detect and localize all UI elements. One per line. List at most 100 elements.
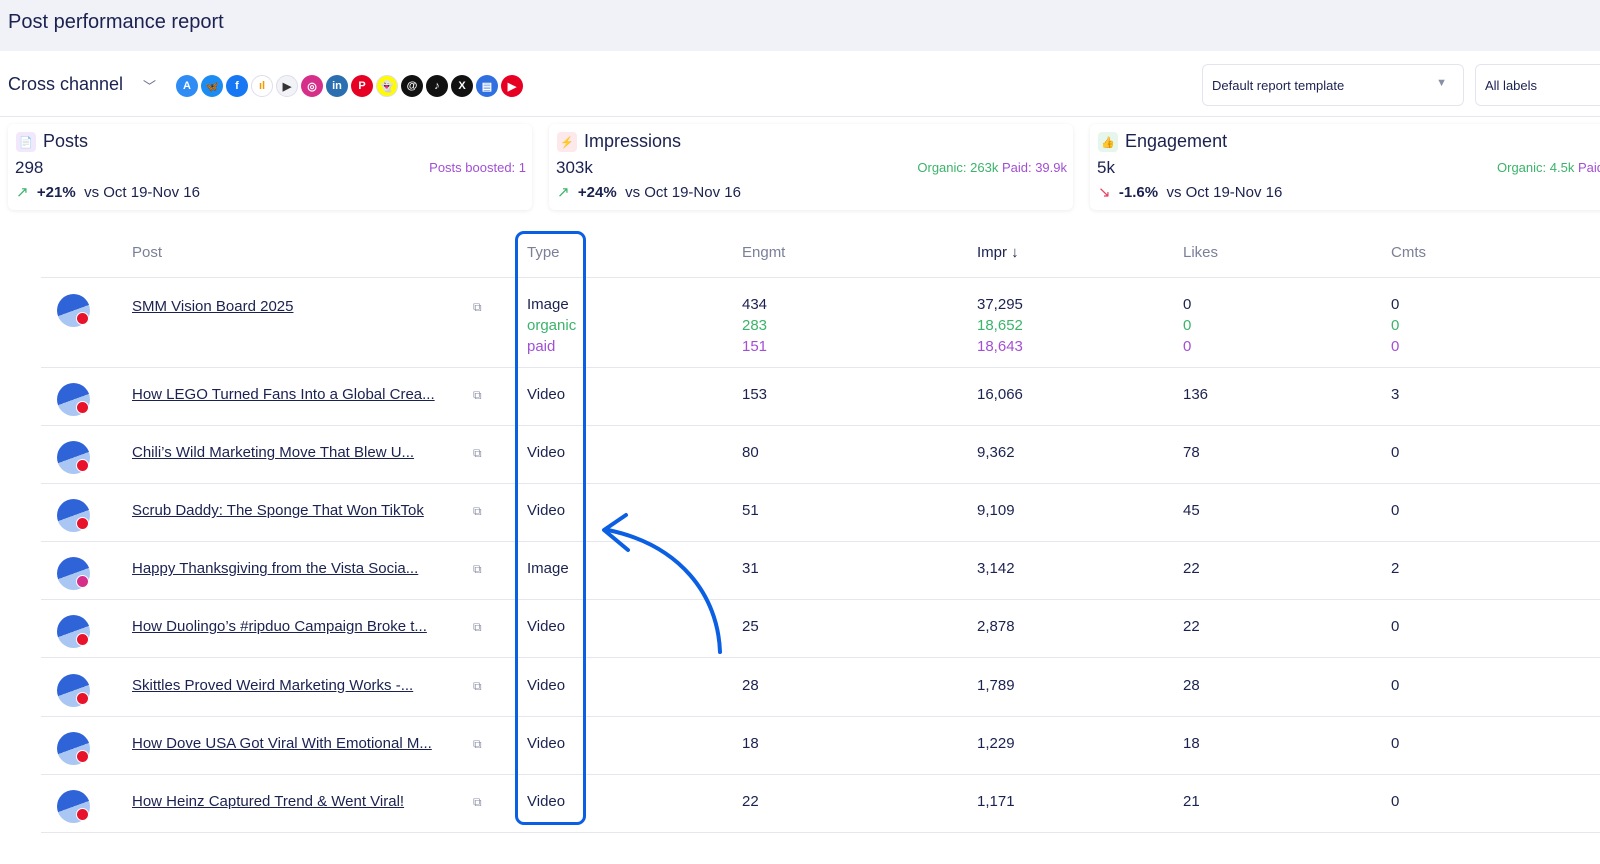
metric-card-posts: 📄 Posts 298 Posts boosted: 1 ↗ +21% vs O… xyxy=(8,124,532,210)
external-link-icon[interactable]: ⧉ xyxy=(473,504,482,519)
x-icon[interactable]: X xyxy=(451,75,473,97)
youtube-icon[interactable]: ▶ xyxy=(501,75,523,97)
cell-cmts: 0 xyxy=(1391,792,1400,810)
facebook-icon[interactable]: f xyxy=(226,75,248,97)
card-icon: ⚡ xyxy=(557,132,577,152)
table-row[interactable]: How Heinz Captured Trend & Went Viral! ⧉… xyxy=(0,774,1600,833)
card-title: Impressions xyxy=(584,131,682,151)
cell-engmt: 25 xyxy=(742,618,759,636)
snapchat-icon[interactable]: 👻 xyxy=(376,75,398,97)
cell-cmts: 3 xyxy=(1391,386,1400,403)
divider xyxy=(41,773,1600,775)
table-row[interactable]: How Duolingo’s #ripduo Campaign Broke t.… xyxy=(0,599,1600,659)
cell-likes: 0 xyxy=(1183,296,1192,313)
card-icon: 👍 xyxy=(1098,132,1118,152)
cell-impr-paid: 18,643 xyxy=(977,338,1023,355)
google-play-icon[interactable]: ▶ xyxy=(276,75,298,97)
cell-likes: 18 xyxy=(1183,734,1200,752)
cell-type: Video xyxy=(527,734,566,752)
network-filter: A 🦋 f ıl ▶ ◎ in P 👻 @ ♪ X ▤ ▶ xyxy=(176,75,523,97)
table-row[interactable]: Chili’s Wild Marketing Move That Blew U.… xyxy=(0,425,1600,485)
external-link-icon[interactable]: ⧉ xyxy=(473,388,482,402)
cell-impr: 37,295 xyxy=(977,296,1023,313)
external-link-icon[interactable]: ⧉ xyxy=(473,678,482,693)
col-likes[interactable]: Likes xyxy=(1183,244,1219,261)
cell-cmts: 0 xyxy=(1391,502,1400,520)
post-link[interactable]: How Heinz Captured Trend & Went Viral! xyxy=(132,792,405,810)
google-business-icon[interactable]: ▤ xyxy=(476,75,498,97)
labels-select[interactable]: All labels xyxy=(1475,64,1600,106)
chevron-down-icon[interactable]: ﹀ xyxy=(143,79,157,94)
channel-selector[interactable]: Cross channel xyxy=(8,74,124,94)
post-link[interactable]: SMM Vision Board 2025 xyxy=(132,298,294,315)
post-link[interactable]: Happy Thanksgiving from the Vista Socia.… xyxy=(132,560,419,578)
cell-cmts-organic: 0 xyxy=(1391,317,1400,334)
external-link-icon[interactable]: ⧉ xyxy=(473,300,482,314)
post-link[interactable]: Scrub Daddy: The Sponge That Won TikTok xyxy=(132,502,424,520)
table-row[interactable]: SMM Vision Board 2025 ⧉ Image 434 37,295 0 0 o… xyxy=(0,280,1600,368)
labels-value: All labels xyxy=(1485,78,1538,93)
table-row[interactable]: How Dove USA Got Viral With Emotional M.… xyxy=(0,716,1600,775)
linkedin-icon[interactable]: in xyxy=(326,75,348,97)
col-impr[interactable]: Impr ↓ xyxy=(977,244,1019,261)
cell-likes: 28 xyxy=(1183,676,1200,694)
table-row[interactable]: Happy Thanksgiving from the Vista Socia.… xyxy=(0,541,1600,601)
post-link[interactable]: How Dove USA Got Viral With Emotional M.… xyxy=(132,734,432,752)
cell-engmt: 80 xyxy=(742,444,759,462)
pinterest-icon[interactable]: P xyxy=(351,75,373,97)
dropdown-arrow-icon: ▼ xyxy=(1436,77,1447,89)
cell-cmts: 0 xyxy=(1391,444,1400,462)
card-breakdown-1: Posts boosted: 1 xyxy=(429,160,526,175)
post-link[interactable]: Chili’s Wild Marketing Move That Blew U.… xyxy=(132,444,415,462)
external-link-icon[interactable]: ⧉ xyxy=(473,794,482,809)
page-header: Post performance report xyxy=(0,0,1600,51)
cell-engmt: 153 xyxy=(742,386,768,403)
col-post[interactable]: Post xyxy=(132,244,163,261)
card-value: 303k xyxy=(556,158,593,177)
cell-likes: 78 xyxy=(1183,444,1200,462)
external-link-icon[interactable]: ⧉ xyxy=(473,736,482,751)
card-title: Posts xyxy=(43,131,89,151)
table-row[interactable]: How LEGO Turned Fans Into a Global Crea.… xyxy=(0,367,1600,426)
external-link-icon[interactable]: ⧉ xyxy=(473,446,482,461)
cell-likes-organic: 0 xyxy=(1183,317,1192,334)
comparison-period: vs Oct 19-Nov 16 xyxy=(84,184,200,201)
arrow-up-right-icon: ↗ xyxy=(16,184,29,201)
cell-type: Video xyxy=(527,792,566,810)
bluesky-icon[interactable]: 🦋 xyxy=(201,75,223,97)
pinterest-icon xyxy=(76,312,89,325)
threads-icon[interactable]: @ xyxy=(401,75,423,97)
card-breakdown-2: Paid xyxy=(1577,160,1600,175)
post-link[interactable]: How Duolingo’s #ripduo Campaign Broke t.… xyxy=(132,618,427,636)
col-cmts[interactable]: Cmts xyxy=(1391,244,1426,261)
post-link[interactable]: Skittles Proved Weird Marketing Works -.… xyxy=(132,676,414,694)
type-column-highlight xyxy=(515,231,586,825)
post-link[interactable]: How LEGO Turned Fans Into a Global Crea.… xyxy=(132,386,435,403)
cell-cmts-paid: 0 xyxy=(1391,338,1400,355)
cell-type: Video xyxy=(527,676,566,694)
col-type[interactable]: Type xyxy=(527,244,560,261)
cell-type: Video xyxy=(527,618,566,636)
cell-engmt: 22 xyxy=(742,792,759,810)
app-store-icon[interactable]: A xyxy=(176,75,198,97)
instagram-icon[interactable]: ◎ xyxy=(301,75,323,97)
cell-impr-organic: 18,652 xyxy=(977,317,1023,334)
report-template-select[interactable]: Default report template ▼ xyxy=(1202,64,1464,106)
table-row[interactable]: Skittles Proved Weird Marketing Works -.… xyxy=(0,658,1600,717)
cell-engmt: 434 xyxy=(742,296,768,313)
cell-cmts: 0 xyxy=(1391,734,1400,752)
tiktok-icon[interactable]: ♪ xyxy=(426,75,448,97)
external-link-icon[interactable]: ⧉ xyxy=(473,620,482,635)
divider xyxy=(41,541,1600,543)
metric-card-impressions: ⚡ Impressions 303k Organic: 263k Paid: 3… xyxy=(549,124,1073,210)
col-engmt[interactable]: Engmt xyxy=(742,244,786,261)
change-percent: -1.6% xyxy=(1118,184,1159,201)
card-icon: 📄 xyxy=(16,132,36,152)
divider xyxy=(41,277,1600,278)
google-analytics-icon[interactable]: ıl xyxy=(251,75,273,97)
youtube-icon xyxy=(76,401,89,414)
card-change: ↗ +21% vs Oct 19-Nov 16 xyxy=(16,183,200,201)
table-row[interactable]: Scrub Daddy: The Sponge That Won TikTok … xyxy=(0,483,1600,543)
cell-likes: 22 xyxy=(1183,560,1200,578)
external-link-icon[interactable]: ⧉ xyxy=(473,562,482,577)
